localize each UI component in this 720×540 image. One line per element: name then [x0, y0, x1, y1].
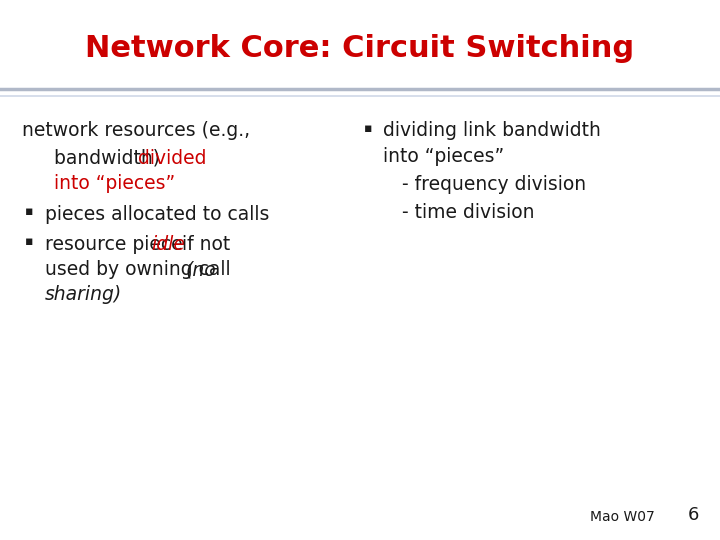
- Text: resource piece: resource piece: [45, 235, 188, 254]
- Text: dividing link bandwidth: dividing link bandwidth: [383, 122, 601, 140]
- Text: network resources (e.g.,: network resources (e.g.,: [22, 122, 250, 140]
- Text: (no: (no: [186, 260, 217, 279]
- Text: Mao W07: Mao W07: [590, 510, 655, 524]
- Text: pieces allocated to calls: pieces allocated to calls: [45, 205, 269, 224]
- Text: into “pieces”: into “pieces”: [54, 174, 175, 193]
- Text: used by owning call: used by owning call: [45, 260, 236, 279]
- Text: if not: if not: [176, 235, 230, 254]
- Text: ▪: ▪: [364, 122, 372, 134]
- Text: 6: 6: [688, 506, 699, 524]
- Text: into “pieces”: into “pieces”: [383, 147, 504, 166]
- Text: Network Core: Circuit Switching: Network Core: Circuit Switching: [86, 34, 634, 63]
- Text: - time division: - time division: [402, 202, 534, 221]
- Text: - frequency division: - frequency division: [402, 176, 586, 194]
- Text: ▪: ▪: [25, 235, 34, 248]
- Text: divided: divided: [138, 148, 207, 167]
- Text: idle: idle: [151, 235, 185, 254]
- Text: sharing): sharing): [45, 285, 122, 304]
- Text: bandwidth): bandwidth): [54, 148, 166, 167]
- Text: ▪: ▪: [25, 205, 34, 218]
